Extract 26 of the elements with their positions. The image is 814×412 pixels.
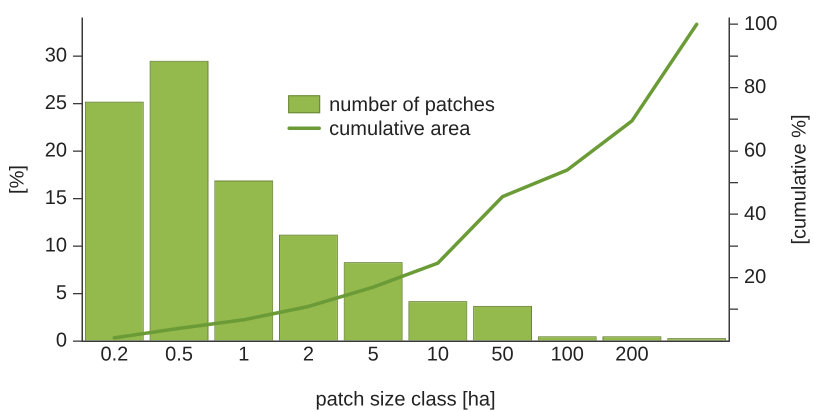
legend-label: number of patches — [329, 94, 495, 116]
x-tick-label: 2 — [302, 344, 314, 366]
y-tick-label: 10 — [44, 234, 67, 257]
x-tick-label: 5 — [368, 344, 379, 366]
x-tick-label: 0.5 — [165, 344, 193, 366]
x-axis-title: patch size class [ha] — [315, 388, 496, 411]
y-tick-label: 20 — [44, 140, 67, 162]
x-tick-label: 1 — [238, 344, 250, 366]
y2-tick-label: 100 — [744, 12, 778, 35]
x-tick-label: 0.2 — [100, 344, 128, 366]
legend-label: cumulative area — [329, 118, 472, 140]
x-tick-label: 10 — [426, 344, 449, 366]
y-tick-label: 30 — [44, 44, 67, 67]
y-tick-label: 0 — [56, 330, 67, 352]
y-tick-label: 15 — [44, 187, 67, 210]
y2-tick-label: 20 — [744, 266, 766, 288]
y-tick-label: 5 — [56, 282, 67, 304]
x-tick-label: 100 — [550, 344, 584, 366]
y2-tick-label: 80 — [744, 76, 766, 98]
y-tick-label: 25 — [44, 92, 67, 114]
y-axis-title: [%] — [6, 165, 29, 194]
x-tick-label: 200 — [615, 344, 649, 366]
y2-axis-title: [cumulative %] — [788, 114, 811, 245]
y2-tick-label: 60 — [744, 140, 766, 162]
y2-tick-label: 40 — [744, 202, 766, 225]
x-tick-label: 50 — [491, 344, 514, 366]
